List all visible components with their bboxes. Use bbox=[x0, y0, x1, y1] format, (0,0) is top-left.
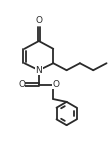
Text: N: N bbox=[36, 66, 42, 75]
Text: O: O bbox=[18, 80, 25, 89]
Text: O: O bbox=[35, 16, 42, 25]
Text: O: O bbox=[53, 80, 60, 89]
